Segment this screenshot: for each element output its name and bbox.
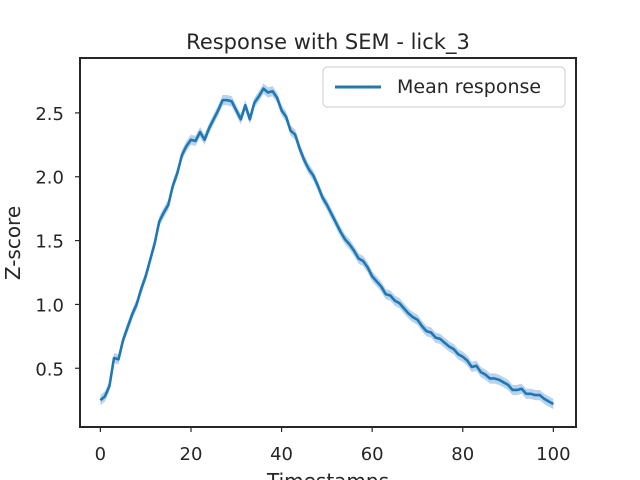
axes-frame (79, 57, 577, 428)
x-tick-label: 20 (180, 444, 203, 465)
y-tick-label: 2.0 (35, 168, 64, 189)
y-tick-label: 2.5 (35, 104, 64, 125)
y-axis: 0.5 1.0 1.5 2.0 2.5 (35, 104, 80, 380)
x-axis-label: Timestamps (266, 469, 389, 480)
x-tick-label: 60 (361, 444, 384, 465)
x-tick-label: 80 (451, 444, 474, 465)
legend-entry-mean-response: Mean response (397, 76, 541, 98)
x-axis: 0 20 40 60 80 100 (95, 427, 571, 465)
x-tick-label: 40 (270, 444, 293, 465)
y-tick-label: 1.5 (35, 232, 64, 253)
x-tick-label: 100 (536, 444, 570, 465)
legend-box (322, 66, 566, 108)
y-tick-label: 0.5 (35, 359, 64, 380)
x-tick-label: 0 (95, 444, 106, 465)
chart-title: Response with SEM - lick_3 (186, 30, 470, 55)
y-axis-label: Z-score (1, 206, 25, 280)
sem-band (100, 83, 554, 410)
plot-area (99, 83, 554, 410)
mean-response-line (99, 87, 554, 406)
legend: Mean response (322, 66, 566, 108)
y-tick-label: 1.0 (35, 295, 64, 316)
